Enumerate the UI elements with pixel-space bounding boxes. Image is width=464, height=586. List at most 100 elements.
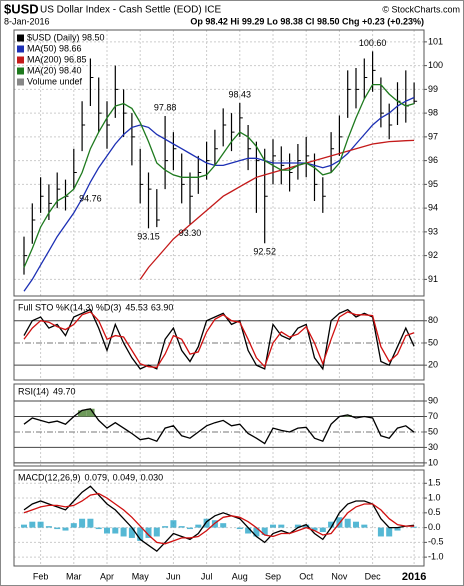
histogram-bar	[62, 527, 69, 531]
histogram-bar	[54, 527, 61, 530]
panel-value: 0.049,	[113, 472, 138, 482]
x-tick-label: Aug	[232, 571, 248, 581]
histogram-bar	[203, 518, 210, 528]
histogram-bar	[311, 527, 318, 531]
legend-swatch	[17, 34, 24, 42]
histogram-bar	[37, 521, 44, 528]
y-tick-label: -1.0	[428, 552, 444, 562]
y-tick-label: 50	[428, 426, 438, 436]
panel-label: MACD(12,26,9)	[18, 472, 81, 482]
histogram-bar	[128, 527, 135, 538]
y-tick-label: 99	[428, 84, 438, 94]
histogram-bar	[178, 526, 185, 528]
y-tick-label: 95	[428, 179, 438, 189]
y-tick-label: 80	[428, 315, 438, 325]
y-tick-label: 70	[428, 411, 438, 421]
panel-frame	[13, 469, 425, 567]
indicator-line	[23, 492, 415, 545]
y-tick-label: 90	[428, 395, 438, 405]
y-tick-label: -0.5	[428, 537, 444, 547]
y-tick-label: 10	[428, 457, 438, 467]
histogram-bar	[112, 527, 119, 534]
x-tick-label: Nov	[331, 571, 348, 581]
legend-swatch	[17, 56, 24, 64]
histogram-bar	[394, 527, 401, 531]
credit: © StockCharts.com	[382, 4, 460, 14]
x-tick-label: Mar	[66, 571, 82, 581]
panel-border	[13, 29, 425, 297]
x-tick-label: Jun	[166, 571, 181, 581]
histogram-bar	[328, 521, 335, 528]
legend-label: MA(20) 98.40	[27, 65, 82, 75]
legend-swatch	[17, 45, 24, 53]
histogram-bar	[245, 527, 252, 534]
x-tick-label: Apr	[100, 571, 114, 581]
ma-line	[139, 139, 415, 280]
histogram-bar	[137, 527, 144, 541]
histogram-bar	[344, 518, 351, 528]
histogram-bar	[261, 527, 268, 535]
panel-border	[13, 299, 425, 381]
histogram-bar	[21, 524, 27, 528]
chart-title: US Dollar Index - Cash Settle (EOD) ICE	[40, 5, 221, 16]
overbought-shade	[77, 410, 87, 417]
y-tick-label: 0.0	[428, 522, 441, 532]
histogram-bar	[220, 523, 227, 528]
histogram-bar	[303, 524, 310, 528]
panel-value: 49.70	[53, 386, 76, 396]
panel-value: 63.90	[151, 302, 174, 312]
histogram-bar	[79, 518, 86, 528]
panel-value: 0.079,	[85, 472, 110, 482]
y-tick-label: 97	[428, 131, 438, 141]
low-label: 93.15	[137, 232, 160, 242]
y-tick-label: 1.0	[428, 492, 441, 502]
x-tick-label: Sep	[265, 571, 281, 581]
symbol: $USD	[4, 1, 39, 16]
low-label: 93.30	[179, 228, 202, 238]
panel-border	[13, 383, 425, 467]
histogram-bar	[294, 524, 301, 528]
histogram-bar	[195, 524, 202, 528]
high-label: 100.60	[359, 38, 387, 48]
histogram-bar	[411, 526, 418, 528]
date: 8-Jan-2016	[4, 16, 50, 26]
histogram-bar	[162, 526, 169, 528]
legend-label: Volume undef	[27, 76, 83, 86]
y-tick-label: 50	[428, 337, 438, 347]
histogram-bar	[70, 523, 77, 528]
histogram-bar	[153, 527, 160, 537]
histogram-bar	[45, 526, 52, 528]
histogram-bar	[377, 527, 384, 537]
x-tick-label: 2016	[402, 571, 426, 583]
low-label: 94.76	[79, 193, 102, 203]
y-tick-label: 93	[428, 226, 438, 236]
histogram-bar	[104, 527, 110, 534]
legend-swatch	[17, 67, 24, 75]
histogram-bar	[29, 521, 36, 528]
indicator-line	[23, 308, 415, 371]
histogram-bar	[253, 527, 260, 537]
histogram-bar	[353, 521, 359, 528]
histogram-bar	[319, 527, 326, 533]
panel-label: RSI(14)	[18, 386, 49, 396]
histogram-bar	[386, 527, 393, 537]
histogram-bar	[170, 520, 177, 528]
panel-label: Full STO %K(14,3) %D(3)	[18, 302, 121, 312]
high-label: 98.43	[229, 89, 252, 99]
y-tick-label: 0.5	[428, 507, 441, 517]
high-label: 97.88	[154, 102, 177, 112]
panel-border	[13, 469, 425, 567]
overbought-shade	[86, 408, 95, 417]
y-tick-label: 1.5	[428, 478, 441, 488]
legend-label: MA(200) 96.85	[27, 54, 87, 64]
x-tick-label: Jul	[201, 571, 213, 581]
indicator-line	[23, 408, 415, 445]
histogram-bar	[236, 527, 243, 530]
quote: Op 98.42 Hi 99.29 Lo 98.38 Cl 98.50 Chg …	[190, 16, 424, 26]
y-tick-label: 94	[428, 203, 438, 213]
ma-line	[23, 96, 415, 292]
histogram-bar	[361, 524, 368, 528]
histogram-bar	[87, 518, 94, 528]
overbought-shade	[343, 414, 352, 417]
